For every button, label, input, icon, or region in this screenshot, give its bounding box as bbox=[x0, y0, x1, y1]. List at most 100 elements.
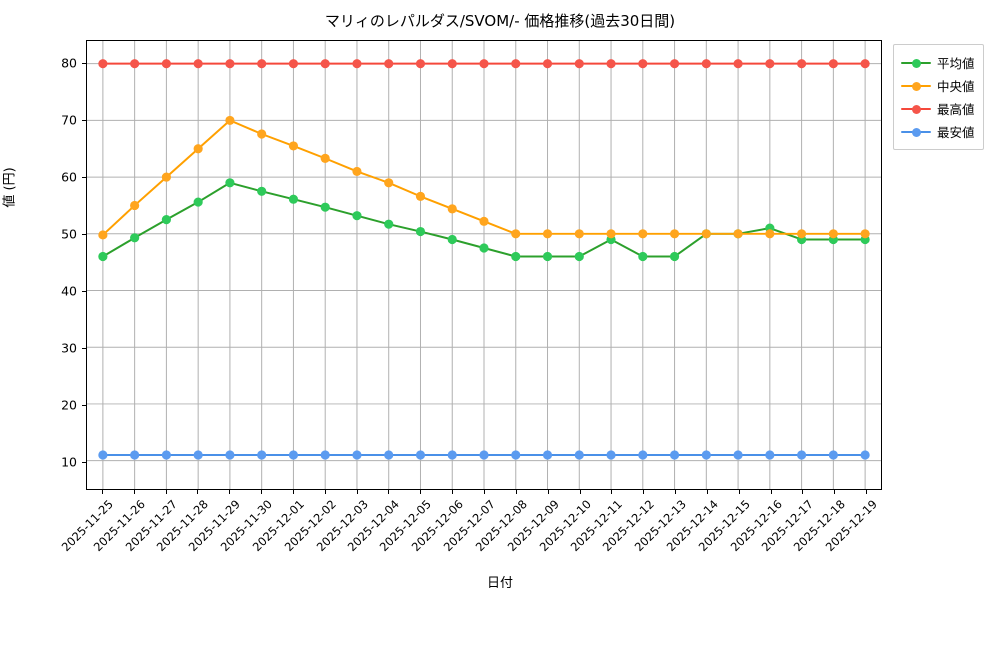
plot-area bbox=[86, 40, 882, 490]
grid-lines bbox=[87, 41, 881, 489]
data-point-marker bbox=[98, 251, 108, 262]
data-point-marker bbox=[225, 59, 235, 69]
y-axis-tick-mark bbox=[82, 461, 86, 463]
y-axis-tick-label: 70 bbox=[61, 112, 77, 128]
legend-item[interactable]: 最高値 bbox=[901, 97, 975, 120]
x-axis-tick-mark bbox=[452, 490, 454, 494]
x-axis-tick-mark bbox=[802, 490, 804, 494]
x-axis-tick-mark bbox=[197, 490, 199, 494]
y-axis-tick-mark bbox=[82, 290, 86, 292]
y-axis-tick-mark bbox=[82, 176, 86, 178]
x-axis-tick-mark bbox=[866, 490, 868, 494]
data-point-marker bbox=[860, 59, 870, 69]
data-point-marker bbox=[542, 229, 553, 239]
data-point-marker bbox=[130, 59, 140, 69]
y-axis-tick-label: 50 bbox=[61, 226, 77, 242]
y-axis-tick-label: 80 bbox=[61, 55, 77, 71]
data-point-marker bbox=[415, 59, 426, 69]
page-title: マリィのレパルダス/SVOM/- 価格推移(過去30日間) bbox=[324, 12, 676, 30]
data-point-marker bbox=[415, 191, 426, 201]
data-point-marker bbox=[511, 59, 521, 69]
x-axis-tick-mark bbox=[388, 490, 390, 494]
x-axis-tick-mark bbox=[547, 490, 549, 494]
legend-item[interactable]: 最安値 bbox=[901, 120, 975, 143]
data-point-marker bbox=[638, 229, 648, 239]
legend-swatch bbox=[901, 56, 931, 70]
data-point-marker bbox=[828, 59, 838, 69]
legend-marker-dot bbox=[912, 105, 921, 114]
data-point-marker bbox=[511, 450, 521, 460]
data-point-marker bbox=[638, 59, 648, 69]
y-axis-tick-mark bbox=[82, 347, 86, 349]
data-point-marker bbox=[447, 450, 457, 460]
legend-label: 平均値 bbox=[937, 56, 975, 71]
legend-label: 最高値 bbox=[937, 102, 975, 117]
data-point-marker bbox=[352, 166, 362, 177]
legend-label: 最安値 bbox=[937, 125, 975, 140]
legend-marker-dot bbox=[912, 82, 921, 91]
data-point-marker bbox=[288, 59, 299, 69]
data-point-marker bbox=[384, 59, 394, 69]
x-axis-tick-mark bbox=[706, 490, 708, 494]
legend-swatch bbox=[901, 79, 931, 93]
legend-item[interactable]: 平均値 bbox=[901, 51, 975, 74]
data-point-marker bbox=[797, 450, 807, 460]
x-axis-tick-mark bbox=[133, 490, 135, 494]
data-point-marker bbox=[669, 450, 680, 460]
y-axis-tick-mark bbox=[82, 119, 86, 121]
data-point-marker bbox=[98, 59, 108, 69]
data-point-marker bbox=[542, 450, 553, 460]
data-point-marker bbox=[225, 450, 235, 460]
data-point-marker bbox=[257, 129, 267, 139]
data-point-marker bbox=[161, 172, 171, 182]
data-point-marker bbox=[479, 59, 489, 69]
data-point-marker bbox=[860, 450, 870, 460]
x-axis-tick-mark bbox=[738, 490, 740, 494]
data-point-marker bbox=[447, 204, 457, 214]
data-point-marker bbox=[288, 194, 299, 204]
data-point-marker bbox=[161, 59, 171, 69]
data-point-marker bbox=[701, 229, 711, 239]
data-point-marker bbox=[257, 186, 267, 196]
data-point-marker bbox=[288, 141, 299, 151]
data-point-marker bbox=[161, 215, 171, 225]
legend-marker-dot bbox=[912, 128, 921, 137]
legend: 平均値中央値最高値最安値 bbox=[893, 44, 984, 150]
data-point-marker bbox=[193, 197, 203, 207]
data-point-marker bbox=[606, 229, 616, 239]
x-axis-tick-mark bbox=[770, 490, 772, 494]
y-axis-tick-mark bbox=[82, 404, 86, 406]
data-point-marker bbox=[765, 450, 775, 460]
data-point-marker bbox=[352, 450, 362, 460]
x-axis-tick-mark bbox=[420, 490, 422, 494]
data-point-marker bbox=[797, 229, 807, 239]
data-point-marker bbox=[733, 450, 743, 460]
data-point-marker bbox=[193, 450, 203, 460]
data-point-marker bbox=[542, 251, 553, 262]
x-axis-tick-mark bbox=[101, 490, 103, 494]
y-axis-tick-mark bbox=[82, 62, 86, 64]
x-axis-tick-mark bbox=[324, 490, 326, 494]
data-point-marker bbox=[765, 229, 775, 239]
data-point-marker bbox=[447, 59, 457, 69]
data-point-marker bbox=[574, 229, 584, 239]
x-axis-tick-mark bbox=[484, 490, 485, 494]
data-point-marker bbox=[701, 450, 711, 460]
x-axis-tick-mark bbox=[611, 490, 613, 494]
data-point-marker bbox=[542, 59, 553, 69]
x-axis-tick-mark bbox=[834, 490, 836, 494]
data-point-marker bbox=[384, 178, 394, 188]
y-axis-tick-label: 60 bbox=[61, 169, 77, 185]
data-point-marker bbox=[257, 59, 267, 69]
data-point-marker bbox=[130, 233, 140, 243]
data-point-marker bbox=[352, 211, 362, 221]
x-axis-tick-mark bbox=[229, 490, 231, 494]
x-axis-tick-mark bbox=[643, 490, 645, 494]
x-axis-tick-mark bbox=[515, 490, 517, 494]
data-point-marker bbox=[511, 251, 521, 262]
legend-swatch bbox=[901, 125, 931, 139]
x-axis-label: 日付 bbox=[486, 576, 513, 591]
x-axis-tick-mark bbox=[292, 490, 294, 494]
legend-item[interactable]: 中央値 bbox=[901, 74, 975, 97]
x-axis-tick-mark bbox=[165, 490, 167, 494]
